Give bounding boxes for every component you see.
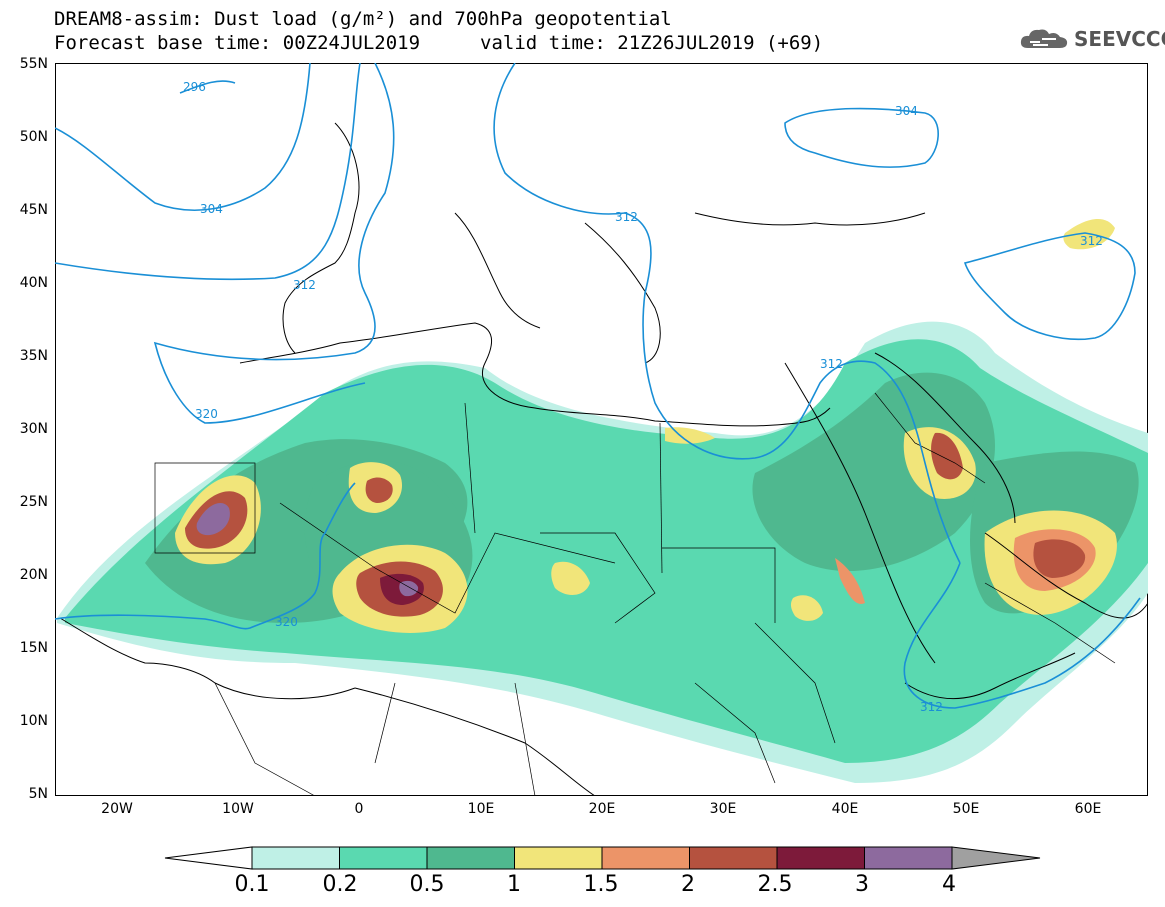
contour-label: 320 bbox=[195, 407, 218, 421]
contour-label: 312 bbox=[820, 357, 843, 371]
colorbar-boxes bbox=[251, 846, 953, 870]
colorbar-box bbox=[776, 846, 865, 870]
forecast-base-time: Forecast base time: 00Z24JUL2019 bbox=[54, 32, 421, 54]
lon-label: 20E bbox=[588, 801, 616, 817]
colorbar-label: 3 bbox=[855, 872, 869, 897]
lon-label: 20W bbox=[101, 801, 133, 817]
colorbar-label: 2.5 bbox=[757, 872, 793, 897]
geopotential-contours bbox=[55, 63, 1141, 709]
lon-label: 0 bbox=[354, 801, 364, 817]
lat-label: 35N bbox=[19, 348, 48, 364]
colorbar-label: 2 bbox=[681, 872, 695, 897]
chart-title: DREAM8-assim: Dust load (g/m²) and 700hP… bbox=[54, 8, 672, 30]
logo-text: SEEVCCC bbox=[1074, 27, 1165, 51]
colorbar-label: 0.1 bbox=[234, 872, 270, 897]
colorbar-low-arrow bbox=[164, 846, 253, 870]
coastlines bbox=[59, 122, 1148, 796]
contour-label: 312 bbox=[615, 210, 638, 224]
lat-label: 45N bbox=[19, 202, 48, 218]
colorbar-box bbox=[689, 846, 778, 870]
contour-label: 304 bbox=[895, 104, 918, 118]
lat-label: 50N bbox=[19, 129, 48, 145]
lat-label: 20N bbox=[19, 567, 48, 583]
colorbar-box bbox=[426, 846, 515, 870]
lat-label: 40N bbox=[19, 275, 48, 291]
colorbar-label: 4 bbox=[942, 872, 956, 897]
contour-label: 312 bbox=[293, 278, 316, 292]
lon-label: 60E bbox=[1074, 801, 1102, 817]
lon-label: 10W bbox=[222, 801, 254, 817]
lat-label: 10N bbox=[19, 713, 48, 729]
lon-label: 40E bbox=[831, 801, 859, 817]
colorbar-box bbox=[339, 846, 428, 870]
contour-label: 304 bbox=[200, 202, 223, 216]
colorbar-box bbox=[601, 846, 690, 870]
colorbar-label: 1 bbox=[507, 872, 521, 897]
valid-time: valid time: 21Z26JUL2019 (+69) bbox=[480, 32, 824, 54]
colorbar-box bbox=[514, 846, 603, 870]
seevccc-logo: SEEVCCC bbox=[1018, 26, 1165, 52]
colorbar-label: 0.5 bbox=[409, 872, 445, 897]
dust-field bbox=[57, 218, 1148, 783]
cloud-icon bbox=[1020, 29, 1068, 48]
lat-label: 25N bbox=[19, 494, 48, 510]
lat-label: 30N bbox=[19, 421, 48, 437]
contour-label: 320 bbox=[275, 615, 298, 629]
lat-label: 15N bbox=[19, 640, 48, 656]
colorbar-high-arrow bbox=[951, 846, 1041, 870]
contour-label: 296 bbox=[183, 80, 206, 94]
contour-labels: 296 304 312 320 304 312 312 312 312 320 bbox=[183, 80, 1103, 714]
colorbar-label: 1.5 bbox=[583, 872, 619, 897]
dust-map: 296 304 312 320 304 312 312 312 312 320 bbox=[55, 63, 1148, 796]
contour-label: 312 bbox=[1080, 234, 1103, 248]
colorbar-box bbox=[864, 846, 953, 870]
contour-label: 312 bbox=[920, 700, 943, 714]
lon-label: 30E bbox=[709, 801, 737, 817]
lon-label: 10E bbox=[467, 801, 495, 817]
lat-label: 55N bbox=[19, 56, 48, 72]
colorbar-label: 0.2 bbox=[322, 872, 358, 897]
lon-label: 50E bbox=[952, 801, 980, 817]
lat-label: 5N bbox=[28, 786, 48, 802]
colorbar-box bbox=[251, 846, 340, 870]
colorbar bbox=[164, 846, 1041, 870]
